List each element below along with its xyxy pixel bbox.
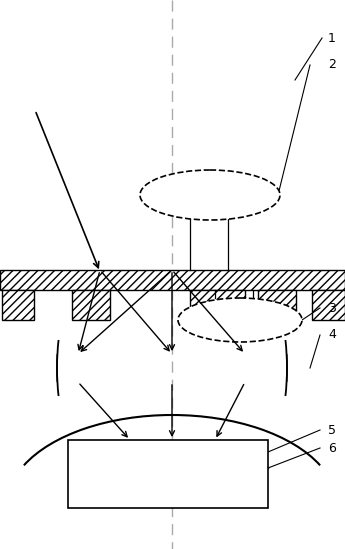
- Bar: [0, 270, 345, 290]
- Text: 2-1: 2-1: [176, 190, 194, 200]
- Text: 2-2: 2-2: [219, 190, 237, 200]
- Text: 1: 1: [328, 31, 336, 44]
- Bar: [2, 290, 34, 320]
- Text: 5: 5: [328, 423, 336, 436]
- Bar: [190, 290, 245, 320]
- Bar: [312, 290, 345, 320]
- Bar: [258, 290, 296, 320]
- Text: 2: 2: [328, 59, 336, 71]
- Text: 4: 4: [328, 328, 336, 341]
- Bar: [72, 290, 110, 320]
- Text: 3-2: 3-2: [244, 315, 262, 325]
- Text: 3: 3: [328, 301, 336, 315]
- Text: 6: 6: [328, 441, 336, 455]
- Text: 3-1: 3-1: [206, 315, 224, 325]
- Bar: [68, 440, 268, 508]
- Ellipse shape: [178, 298, 302, 342]
- Ellipse shape: [140, 170, 280, 220]
